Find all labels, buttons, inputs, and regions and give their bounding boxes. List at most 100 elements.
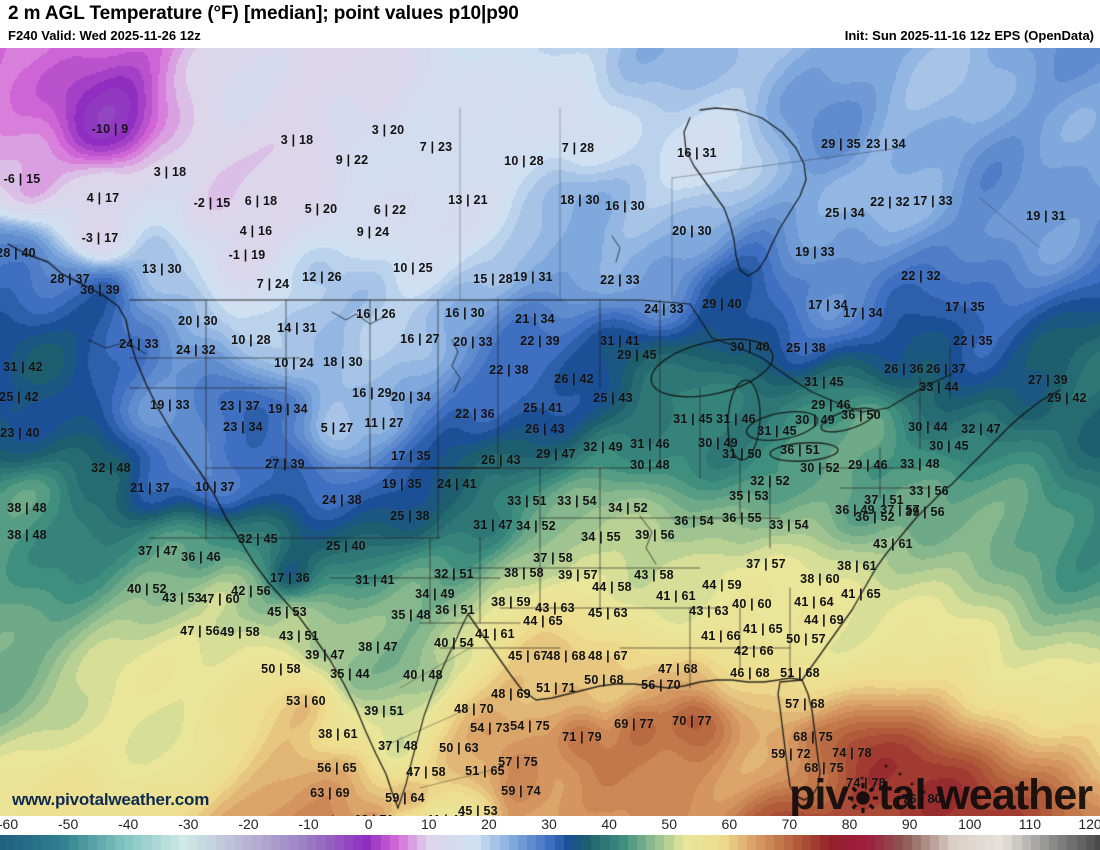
point-value: 37 | 48 (378, 739, 418, 753)
point-value: 50 | 63 (439, 741, 479, 755)
point-value: 16 | 26 (356, 307, 396, 321)
point-value: 50 | 57 (786, 632, 826, 646)
point-value: 22 | 33 (600, 273, 640, 287)
point-value: 43 | 58 (634, 568, 674, 582)
point-value: 38 | 61 (837, 559, 877, 573)
point-value: 48 | 67 (588, 649, 628, 663)
point-value: 30 | 49 (698, 436, 738, 450)
colorbar-tick: 50 (661, 816, 678, 832)
point-value: 29 | 35 (821, 137, 861, 151)
point-value: 46 | 68 (730, 666, 770, 680)
point-value: 63 | 69 (310, 786, 350, 800)
point-value: 32 | 49 (583, 440, 623, 454)
point-value: 20 | 33 (453, 335, 493, 349)
colorbar-tick: 30 (541, 816, 557, 832)
point-value: 35 | 44 (330, 667, 370, 681)
point-value: 30 | 40 (730, 340, 770, 354)
point-value: 31 | 42 (3, 360, 43, 374)
point-value: 41 | 61 (475, 627, 515, 641)
point-value: 54 | 73 (470, 721, 510, 735)
point-value: 47 | 60 (200, 592, 240, 606)
point-value: 17 | 36 (270, 571, 310, 585)
point-value: 68 | 75 (804, 761, 844, 775)
point-value: 71 | 79 (562, 730, 602, 744)
point-value: 33 | 54 (557, 494, 597, 508)
point-value: 34 | 55 (581, 530, 621, 544)
point-value: 76 | 79 (770, 814, 810, 816)
point-value: 7 | 28 (561, 141, 595, 155)
point-value: 11 | 27 (364, 416, 404, 430)
colorbar-tick: 70 (781, 816, 798, 832)
point-value: 20 | 30 (178, 314, 218, 328)
point-value: 38 | 58 (504, 566, 544, 580)
point-value: 57 | 68 (785, 697, 825, 711)
point-value: 39 | 57 (558, 568, 598, 582)
point-value: 59 | 72 (771, 747, 811, 761)
point-value: 19 | 31 (1026, 209, 1066, 223)
point-value: 41 | 61 (656, 589, 696, 603)
point-value: 3 | 20 (371, 123, 405, 137)
point-value: 22 | 38 (489, 363, 529, 377)
point-value: 35 | 48 (391, 608, 431, 622)
point-value: 56 | 70 (641, 678, 681, 692)
point-value: 35 | 53 (729, 489, 769, 503)
point-value: 38 | 59 (491, 595, 531, 609)
colorbar[interactable]: -60 -50 -40 -30 -20 -10 0 10 20 30 40 50 60 70 80 90 100… (0, 816, 1100, 850)
point-value: 48 | 68 (546, 649, 586, 663)
site-url-watermark: www.pivotalweather.com (12, 790, 210, 809)
point-value: 59 | 74 (501, 784, 541, 798)
point-value-layer: -10 | 9 3 | 18 -6 | 15 3 | 18 4 | 17 -2 | 15 6… (0, 48, 1100, 816)
point-value: 41 | 65 (841, 587, 881, 601)
point-value: 17 | 33 (913, 194, 953, 208)
point-value: 4 | 16 (239, 224, 273, 238)
temperature-field-canvas (0, 48, 1100, 816)
point-value: 41 | 66 (701, 629, 741, 643)
point-value: 10 | 25 (393, 261, 433, 275)
point-value: 30 | 48 (630, 458, 670, 472)
point-value: 32 | 52 (750, 474, 790, 488)
point-value: 12 | 26 (302, 270, 342, 284)
point-value: 69 | 77 (614, 717, 654, 731)
point-value: -6 | 15 (3, 172, 41, 186)
point-value: 25 | 34 (825, 206, 865, 220)
point-value: 5 | 27 (320, 421, 354, 435)
point-value: 22 | 36 (455, 407, 495, 421)
point-value: 76 | 80 (902, 792, 942, 806)
point-value: 10 | 28 (231, 333, 271, 347)
point-value: 30 | 45 (929, 439, 969, 453)
point-value: 19 | 35 (382, 477, 422, 491)
point-value: 25 | 40 (326, 539, 366, 553)
point-value: 24 | 32 (176, 343, 216, 357)
point-value: 21 | 34 (515, 312, 555, 326)
point-value: 54 | 75 (510, 719, 550, 733)
point-value: 47 | 56 (180, 624, 220, 638)
colorbar-tick: -20 (238, 816, 259, 832)
point-value: 36 | 52 (855, 510, 895, 524)
point-value: 45 | 53 (458, 804, 498, 816)
point-value: 39 | 51 (364, 704, 404, 718)
point-value: -1 | 19 (228, 248, 266, 262)
point-value: 31 | 46 (630, 437, 670, 451)
point-value: 13 | 21 (448, 193, 488, 207)
point-value: 33 | 56 (909, 484, 949, 498)
point-value: 26 | 43 (481, 453, 521, 467)
point-value: 19 | 33 (150, 398, 190, 412)
point-value: 44 | 65 (523, 614, 563, 628)
point-value: 36 | 51 (780, 443, 820, 457)
point-value: 7 | 23 (419, 140, 453, 154)
point-value: 10 | 24 (274, 356, 314, 370)
point-value: 19 | 33 (795, 245, 835, 259)
point-value: 31 | 46 (716, 412, 756, 426)
point-value: 39 | 56 (635, 528, 675, 542)
point-value: 29 | 40 (702, 297, 742, 311)
colorbar-tick: 120 (1078, 816, 1100, 832)
point-value: 40 | 48 (403, 668, 443, 682)
point-value: 36 | 46 (181, 550, 221, 564)
point-value: 3 | 18 (280, 133, 314, 147)
point-value: 17 | 35 (945, 300, 985, 314)
temperature-map[interactable]: -10 | 9 3 | 18 -6 | 15 3 | 18 4 | 17 -2 | 15 6… (0, 48, 1100, 816)
point-value: 40 | 54 (434, 636, 474, 650)
point-value: 31 | 41 (355, 573, 395, 587)
point-value: 19 | 34 (268, 402, 308, 416)
